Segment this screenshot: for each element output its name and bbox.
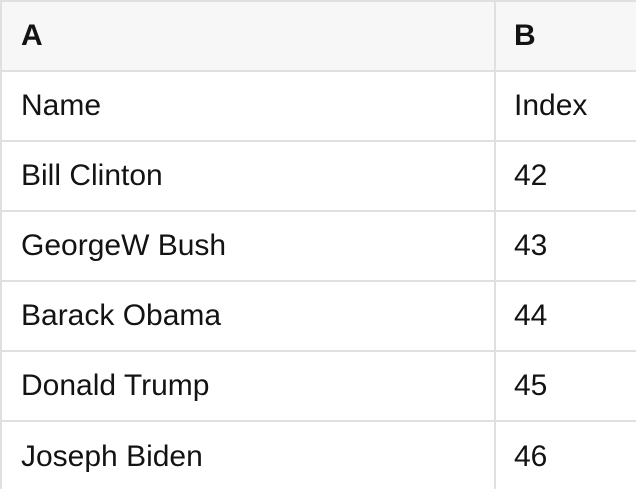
cell-a[interactable]: Donald Trump bbox=[2, 352, 496, 420]
table-row: Joseph Biden 46 bbox=[2, 422, 636, 489]
cell-a[interactable]: GeorgeW Bush bbox=[2, 212, 496, 280]
column-header-a[interactable]: A bbox=[2, 2, 496, 70]
cell-b[interactable]: 45 bbox=[514, 369, 548, 402]
column-header-b[interactable]: B bbox=[514, 19, 536, 52]
column-header-row: A B bbox=[2, 2, 636, 72]
cell-a[interactable]: Name bbox=[2, 72, 496, 140]
cell-b[interactable]: Index bbox=[514, 89, 588, 122]
cell-b[interactable]: 43 bbox=[514, 229, 548, 262]
cell-a[interactable]: Bill Clinton bbox=[2, 142, 496, 210]
cell-b[interactable]: 42 bbox=[514, 159, 548, 192]
table-row: Name Index bbox=[2, 72, 636, 142]
table-row: GeorgeW Bush 43 bbox=[2, 212, 636, 282]
table-row: Bill Clinton 42 bbox=[2, 142, 636, 212]
table-row: Donald Trump 45 bbox=[2, 352, 636, 422]
cell-b[interactable]: 46 bbox=[514, 440, 548, 473]
cell-a[interactable]: Barack Obama bbox=[2, 282, 496, 350]
cell-a[interactable]: Joseph Biden bbox=[2, 422, 496, 489]
table-row: Barack Obama 44 bbox=[2, 282, 636, 352]
cell-b[interactable]: 44 bbox=[514, 299, 548, 332]
